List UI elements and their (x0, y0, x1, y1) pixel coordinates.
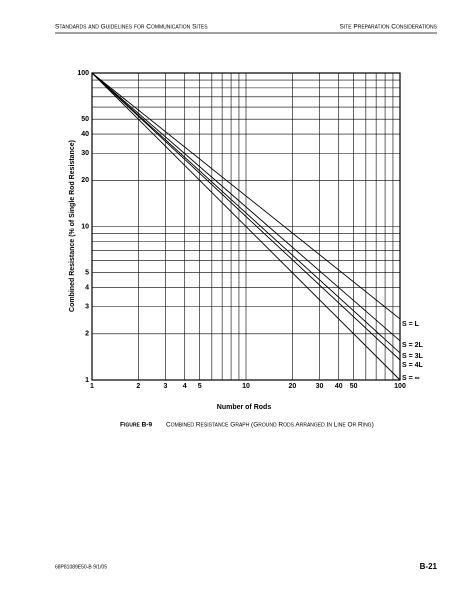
x-tick-label: 20 (288, 383, 296, 390)
x-tick-label: 50 (350, 383, 358, 390)
header-left: Standards and Guidelines for Communicati… (55, 24, 208, 31)
footer-left: 68P81089E50-B 9/1/05 (55, 564, 107, 570)
x-tick-label: 5 (198, 383, 202, 390)
x-tick-label: 3 (164, 383, 168, 390)
header-right: Site Preparation Considerations (339, 24, 437, 31)
y-tick-label: 4 (85, 284, 89, 291)
x-tick-label: 30 (316, 383, 324, 390)
series-line (91, 72, 401, 342)
series-label: S = 3L (402, 353, 424, 360)
y-tick-label: 2 (85, 331, 89, 338)
y-tick-label: 20 (81, 177, 89, 184)
y-tick-label: 3 (85, 304, 89, 311)
series-line (91, 72, 401, 381)
x-axis-label: Number of Rods (217, 404, 272, 411)
caption-label: Figure B-9 (120, 422, 152, 429)
plot-frame (91, 72, 401, 381)
series-label: S = L (402, 321, 420, 328)
series-label: S = 4L (402, 362, 424, 369)
y-tick-label: 50 (81, 116, 89, 123)
y-axis-label: Combined Resistance (% of Single Rod Res… (69, 140, 76, 312)
x-tick-label: 2 (136, 383, 140, 390)
x-tick-label: 1 (90, 383, 94, 390)
y-tick-label: 40 (81, 131, 89, 138)
x-tick-label: 4 (183, 383, 187, 390)
series-line (91, 72, 401, 320)
x-tick-label: 40 (335, 383, 343, 390)
footer-right: B-21 (420, 562, 438, 571)
series-line (91, 72, 401, 354)
caption-text: Combined Resistance Graph (Ground Rods A… (166, 422, 374, 429)
series-label: S = ∞ (402, 375, 420, 382)
x-tick-label: 10 (242, 383, 250, 390)
series-line (91, 72, 401, 361)
x-tick-label: 100 (394, 383, 406, 390)
y-tick-label: 100 (77, 70, 89, 77)
y-tick-label: 5 (85, 270, 89, 277)
y-tick-label: 1 (85, 377, 89, 384)
y-tick-label: 30 (81, 150, 89, 157)
series-label: S = 2L (402, 342, 424, 349)
y-tick-label: 10 (81, 223, 89, 230)
